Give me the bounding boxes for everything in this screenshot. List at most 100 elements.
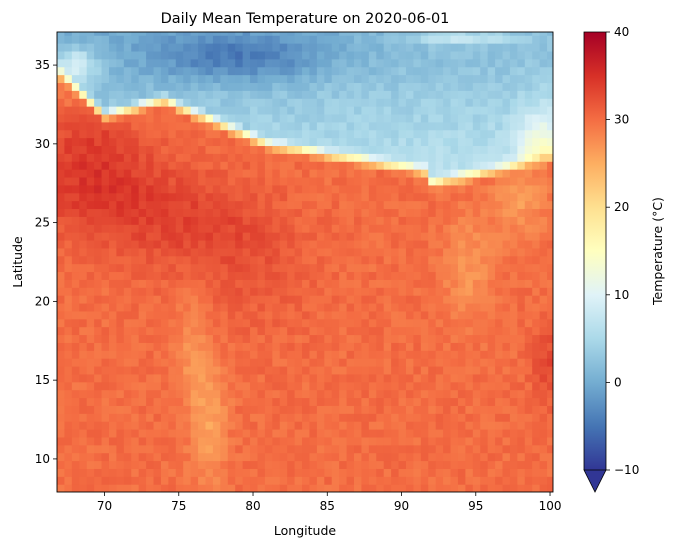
heatmap-cell: [428, 476, 437, 485]
heatmap-cell: [272, 74, 281, 84]
heatmap-cell: [108, 98, 118, 107]
heatmap-cell: [480, 176, 489, 186]
heatmap-cell: [428, 43, 437, 52]
heatmap-cell: [450, 98, 459, 107]
heatmap-cell: [495, 113, 504, 123]
heatmap-cell: [413, 381, 422, 391]
heatmap-cell: [123, 121, 132, 131]
heatmap-cell: [287, 35, 296, 44]
heatmap-cell: [235, 224, 244, 233]
heatmap-cell: [509, 145, 518, 154]
heatmap-cell: [160, 397, 169, 406]
heatmap-cell: [495, 129, 504, 139]
heatmap-cell: [324, 287, 333, 296]
heatmap-cell: [198, 310, 207, 320]
heatmap-cell: [420, 176, 429, 186]
heatmap-cell: [309, 365, 318, 375]
heatmap-cell: [123, 310, 132, 320]
heatmap-cell: [309, 224, 318, 233]
heatmap-cell: [487, 295, 496, 304]
heatmap-cell: [235, 381, 244, 391]
heatmap-cell: [108, 161, 118, 170]
heatmap-cell: [294, 58, 303, 68]
heatmap-cell: [168, 82, 177, 91]
heatmap-cell: [383, 208, 392, 217]
heatmap-cell: [175, 66, 184, 76]
heatmap-cell: [64, 32, 73, 36]
heatmap-cell: [302, 90, 311, 99]
heatmap-cell: [86, 310, 95, 320]
heatmap-cell: [472, 192, 481, 202]
heatmap-cell: [302, 287, 311, 296]
heatmap-cell: [168, 192, 177, 202]
heatmap-cell: [227, 50, 236, 60]
heatmap-cell: [183, 350, 192, 359]
heatmap-cell: [324, 452, 333, 462]
heatmap-cell: [450, 263, 459, 273]
heatmap-cell: [331, 35, 340, 44]
heatmap-cell: [235, 192, 244, 202]
heatmap-cell: [190, 176, 199, 186]
heatmap-cell: [472, 239, 481, 249]
heatmap-cell: [235, 413, 244, 422]
heatmap-cell: [539, 342, 548, 351]
heatmap-cell: [220, 192, 229, 202]
heatmap-cell: [108, 476, 118, 485]
heatmap-cell: [428, 421, 437, 430]
heatmap-cell: [146, 381, 155, 391]
heatmap-cell: [532, 279, 541, 288]
heatmap-cell: [264, 90, 273, 99]
heatmap-cell: [472, 58, 481, 68]
heatmap-cell: [324, 279, 333, 288]
heatmap-cell: [487, 35, 496, 44]
heatmap-cell: [287, 224, 296, 233]
colorbar-outline: [583, 31, 607, 470]
heatmap-cell: [57, 460, 66, 469]
heatmap-cell: [472, 32, 481, 36]
heatmap-cell: [487, 405, 496, 414]
heatmap-cell: [250, 137, 259, 147]
heatmap-cell: [57, 43, 66, 52]
heatmap-cell: [309, 90, 318, 99]
heatmap-cell: [94, 239, 103, 249]
heatmap-cell: [398, 90, 407, 99]
heatmap-cell: [183, 279, 192, 288]
heatmap-cell: [443, 310, 452, 320]
heatmap-cell: [242, 397, 251, 406]
heatmap-cell: [242, 428, 251, 438]
heatmap-cell: [294, 334, 303, 343]
heatmap-cell: [376, 318, 385, 328]
heatmap-cell: [383, 66, 392, 76]
heatmap-cell: [465, 161, 474, 170]
heatmap-cell: [391, 129, 400, 139]
heatmap-cell: [212, 169, 221, 178]
heatmap-cell: [138, 287, 147, 296]
heatmap-cell: [354, 66, 363, 76]
heatmap-cell: [465, 365, 474, 375]
heatmap-cell: [160, 43, 169, 52]
heatmap-cell: [94, 421, 103, 430]
heatmap-cell: [287, 145, 296, 154]
heatmap-cell: [480, 436, 489, 446]
heatmap-cell: [190, 444, 199, 454]
heatmap-cell: [324, 169, 333, 178]
heatmap-cell: [316, 176, 325, 186]
heatmap-cell: [346, 413, 355, 422]
heatmap-cell: [257, 460, 266, 469]
heatmap-cell: [346, 192, 355, 202]
heatmap-cell: [220, 397, 229, 406]
heatmap-cell: [413, 216, 422, 225]
heatmap-cell: [108, 263, 118, 273]
heatmap-cell: [502, 452, 511, 462]
heatmap-cell: [517, 413, 526, 422]
heatmap-cell: [376, 421, 385, 430]
heatmap-cell: [175, 82, 184, 91]
heatmap-cell: [257, 169, 266, 178]
heatmap-cell: [71, 271, 80, 280]
heatmap-cell: [57, 98, 66, 107]
heatmap-cell: [398, 413, 407, 422]
heatmap-cell: [331, 342, 340, 351]
heatmap-cell: [287, 334, 296, 343]
heatmap-cell: [428, 413, 437, 422]
heatmap-cell: [264, 176, 273, 186]
